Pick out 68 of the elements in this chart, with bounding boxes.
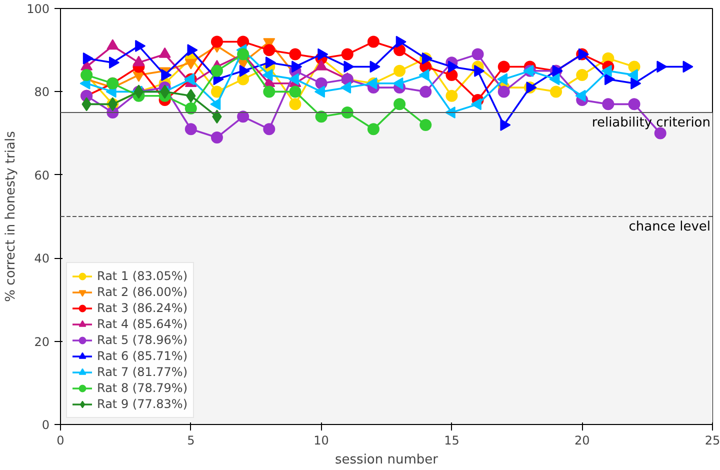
- point: [184, 123, 197, 136]
- x-axis-title: session number: [335, 452, 439, 468]
- y-axis-title: % correct in honesty trials: [4, 130, 19, 302]
- point: [628, 98, 640, 110]
- point: [263, 123, 276, 136]
- legend-label: Rat 8 (78.79%): [97, 380, 188, 396]
- point: [210, 86, 223, 98]
- legend-label: Rat 5 (78.96%): [97, 332, 188, 348]
- point: [497, 73, 508, 86]
- x-tick-label: 20: [574, 434, 590, 448]
- x-tick-label: 0: [56, 434, 64, 448]
- point: [576, 69, 588, 82]
- point: [446, 69, 458, 82]
- point: [289, 86, 302, 98]
- ref-line-label: reliability criterion: [592, 116, 711, 130]
- x-tick-label: 25: [704, 434, 720, 448]
- point: [654, 127, 666, 140]
- point: [340, 82, 352, 94]
- x-tick-label: 5: [187, 434, 195, 448]
- point: [237, 36, 250, 48]
- point: [289, 98, 302, 110]
- y-tick-label: 60: [34, 168, 50, 182]
- legend-label: Rat 4 (85.64%): [97, 316, 188, 332]
- point: [210, 64, 223, 77]
- point: [237, 110, 250, 123]
- point: [315, 77, 328, 90]
- legend-label: Rat 3 (86.24%): [97, 300, 188, 316]
- ref-line-label: chance level: [628, 220, 711, 234]
- y-tick-label: 0: [42, 418, 50, 432]
- point: [210, 98, 221, 110]
- y-tick-label: 80: [34, 85, 50, 100]
- point: [420, 118, 432, 131]
- point: [367, 36, 380, 48]
- point: [315, 110, 328, 123]
- point: [472, 48, 484, 60]
- point: [184, 58, 197, 70]
- point: [82, 52, 94, 64]
- point: [498, 86, 510, 98]
- point: [550, 86, 562, 98]
- point: [210, 131, 223, 144]
- legend-label: Rat 1 (83.05%): [97, 268, 188, 284]
- point: [498, 60, 510, 73]
- point: [446, 90, 458, 102]
- point: [394, 98, 406, 110]
- point: [341, 48, 354, 60]
- point: [289, 48, 302, 60]
- y-tick-label: 100: [26, 2, 50, 16]
- point: [210, 36, 223, 48]
- y-tick-label: 20: [34, 334, 50, 349]
- legend-label: Rat 6 (85.71%): [97, 348, 188, 364]
- point: [239, 64, 250, 77]
- point: [184, 102, 197, 114]
- point: [394, 64, 406, 77]
- point: [396, 36, 406, 48]
- point: [106, 39, 119, 50]
- point: [265, 56, 276, 69]
- y-tick-label: 40: [34, 252, 50, 266]
- legend-label: Rat 7 (81.77%): [97, 364, 188, 380]
- point: [602, 98, 614, 110]
- point: [263, 44, 276, 56]
- point: [420, 86, 432, 98]
- legend-label: Rat 2 (86.00%): [97, 284, 188, 300]
- x-tick-label: 15: [444, 434, 460, 448]
- x-tick-label: 10: [314, 434, 329, 448]
- point: [237, 48, 250, 60]
- point: [263, 86, 276, 98]
- legend-label: Rat 9 (77.83%): [97, 396, 188, 412]
- point: [367, 123, 380, 136]
